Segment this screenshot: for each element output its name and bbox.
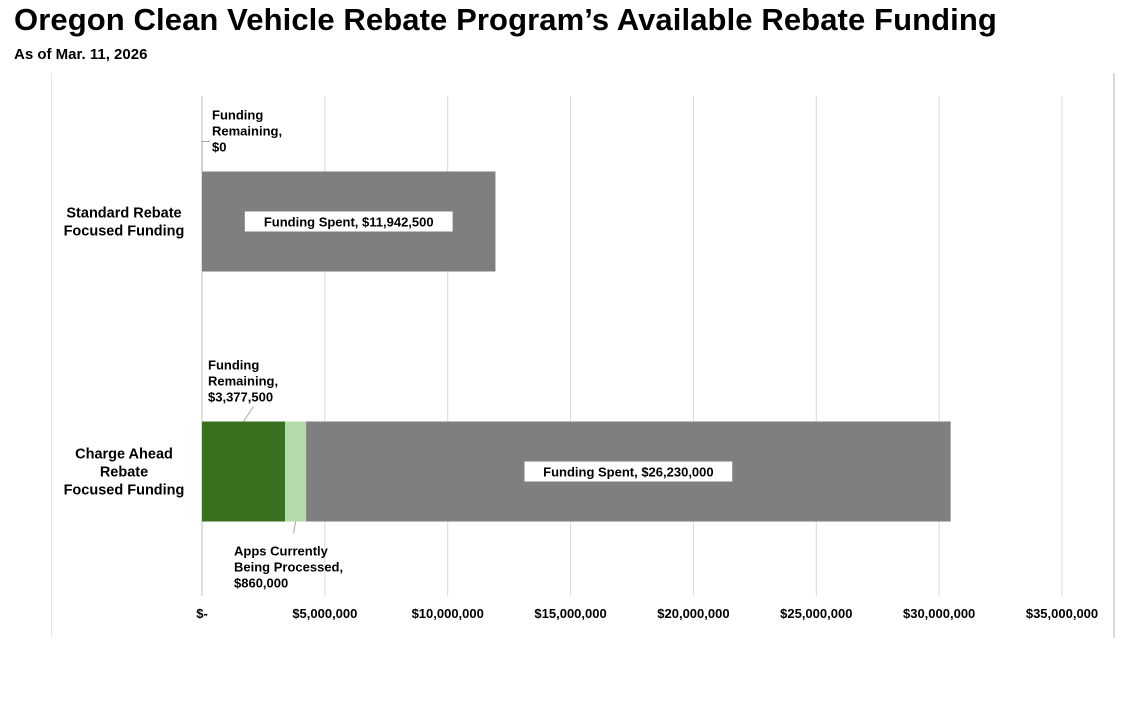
leader-line: [201, 141, 210, 172]
x-tick-label: $10,000,000: [412, 606, 484, 621]
bar-segment: [202, 421, 285, 522]
x-tick-label: $35,000,000: [1026, 606, 1098, 621]
category-label: Focused Funding: [64, 483, 185, 499]
chart-frame-right-border: [1113, 73, 1115, 638]
category-labels: Standard Rebate Focused Funding Charge Ahe…: [64, 206, 185, 499]
x-tick-label: $30,000,000: [903, 606, 975, 621]
data-label: Remaining,: [212, 124, 282, 139]
data-label: $3,377,500: [208, 390, 273, 405]
leader-line: [243, 406, 254, 422]
data-label-box: [244, 211, 453, 232]
chart-title: Oregon Clean Vehicle Rebate Program’s Av…: [14, 2, 997, 37]
data-label: Funding Spent, $26,230,000: [543, 465, 714, 480]
category-label: Charge Ahead: [75, 447, 173, 463]
leader-line: [293, 521, 297, 534]
category-label: Rebate: [100, 465, 148, 481]
x-tick-label: $20,000,000: [657, 606, 729, 621]
category-label: Standard Rebate: [66, 206, 181, 222]
data-label: Apps Currently: [234, 544, 329, 559]
label-leader-lines: [201, 141, 297, 534]
data-label: Funding Spent, $11,942,500: [264, 215, 434, 230]
data-label: $0: [212, 140, 226, 155]
data-label: Funding: [208, 358, 259, 373]
bar-segment: [284, 421, 307, 522]
x-tick-label: $15,000,000: [534, 606, 606, 621]
data-label: $860,000: [234, 576, 288, 591]
data-label: Being Processed,: [234, 560, 343, 575]
x-axis: $- $5,000,000 $10,000,000 $15,000,000 $20,00…: [196, 606, 1098, 621]
category-label: Focused Funding: [64, 224, 185, 240]
x-tick-label: $5,000,000: [292, 606, 357, 621]
data-label: Funding: [212, 108, 263, 123]
x-tick-label: $-: [196, 606, 208, 621]
chart-frame-left-border: [51, 73, 52, 638]
x-tick-label: $25,000,000: [780, 606, 852, 621]
data-label: Remaining,: [208, 374, 278, 389]
data-label-box: [524, 461, 733, 482]
chart-subtitle: As of Mar. 11, 2026: [14, 46, 148, 63]
